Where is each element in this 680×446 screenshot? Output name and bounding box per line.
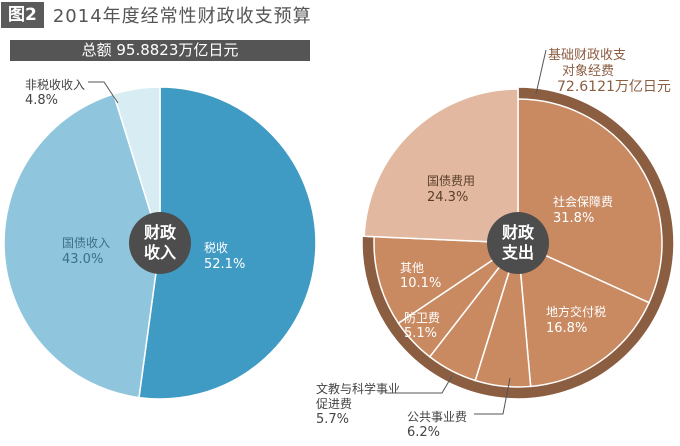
expense-label-defense-name: 防卫费 bbox=[404, 310, 440, 325]
expense-label-defense-value: 5.1% bbox=[404, 326, 437, 341]
revenue-label-nontax-name: 非税收收入 bbox=[25, 78, 85, 92]
revenue-label-tax-name: 税收 bbox=[204, 241, 228, 255]
revenue-slice-non-tax bbox=[112, 86, 161, 244]
expense-label-local-name: 地方交付税 bbox=[546, 304, 606, 319]
expense-label-social-value: 31.8% bbox=[553, 211, 594, 226]
expense-label-education-name: 促进费 bbox=[316, 397, 352, 411]
expense-slice-social-security bbox=[517, 98, 663, 304]
expense-label-education-name: 文教与科学事业 bbox=[316, 381, 400, 396]
expense-ring-leader-line bbox=[535, 49, 547, 95]
revenue-center-label: 财政 bbox=[143, 223, 177, 242]
chart-title: 2014年度经常性财政收支预算 bbox=[52, 6, 312, 27]
expense-slice-other bbox=[373, 235, 521, 325]
expense-label-other-name: 其他 bbox=[400, 261, 424, 275]
expense-label-social-name: 社会保障费 bbox=[553, 194, 613, 209]
revenue-label-bond-name: 国债收入 bbox=[62, 236, 110, 250]
total-amount-bar: 总额 95.8823万亿日元 bbox=[10, 40, 310, 61]
revenue-label-nontax-value: 4.8% bbox=[25, 93, 58, 108]
revenue-label-bond-value: 43.0% bbox=[62, 252, 103, 267]
expense-slice-local-grant bbox=[517, 241, 651, 388]
expense-slice-bond-cost bbox=[363, 88, 519, 244]
figure-header: 图2 2014年度经常性财政收支预算 bbox=[0, 0, 312, 30]
expense-label-education-value: 5.7% bbox=[316, 412, 349, 427]
expense-ring-label: 基础财政收支 bbox=[548, 48, 626, 63]
expense-public-works-leader-line bbox=[474, 377, 511, 415]
expense-label-local-value: 16.8% bbox=[546, 321, 587, 336]
expense-ring-label: 对象经费 bbox=[562, 64, 614, 79]
revenue-nontax-leader-line bbox=[88, 81, 119, 104]
expense-label-public-works-value: 6.2% bbox=[407, 425, 440, 440]
expense-label-bond-name: 国债费用 bbox=[427, 174, 475, 188]
expense-center-badge bbox=[487, 212, 549, 274]
revenue-center-label: 收入 bbox=[144, 243, 176, 262]
expense-education-leader-line bbox=[385, 375, 453, 394]
revenue-slice-tax bbox=[138, 86, 317, 400]
expense-ring-value: 72.6121万亿日元 bbox=[557, 79, 671, 95]
revenue-slice-bond-income bbox=[3, 93, 161, 399]
figure-label: 图2 bbox=[1, 2, 44, 28]
expense-label-bond-value: 24.3% bbox=[427, 190, 468, 205]
revenue-label-tax-value: 52.1% bbox=[204, 257, 245, 272]
expense-label-public-works-name: 公共事业费 bbox=[407, 410, 467, 424]
revenue-center-badge bbox=[129, 212, 191, 274]
expense-label-other-value: 10.1% bbox=[400, 276, 441, 291]
expense-center-label: 财政 bbox=[501, 223, 535, 242]
expense-center-label: 支出 bbox=[501, 243, 534, 262]
